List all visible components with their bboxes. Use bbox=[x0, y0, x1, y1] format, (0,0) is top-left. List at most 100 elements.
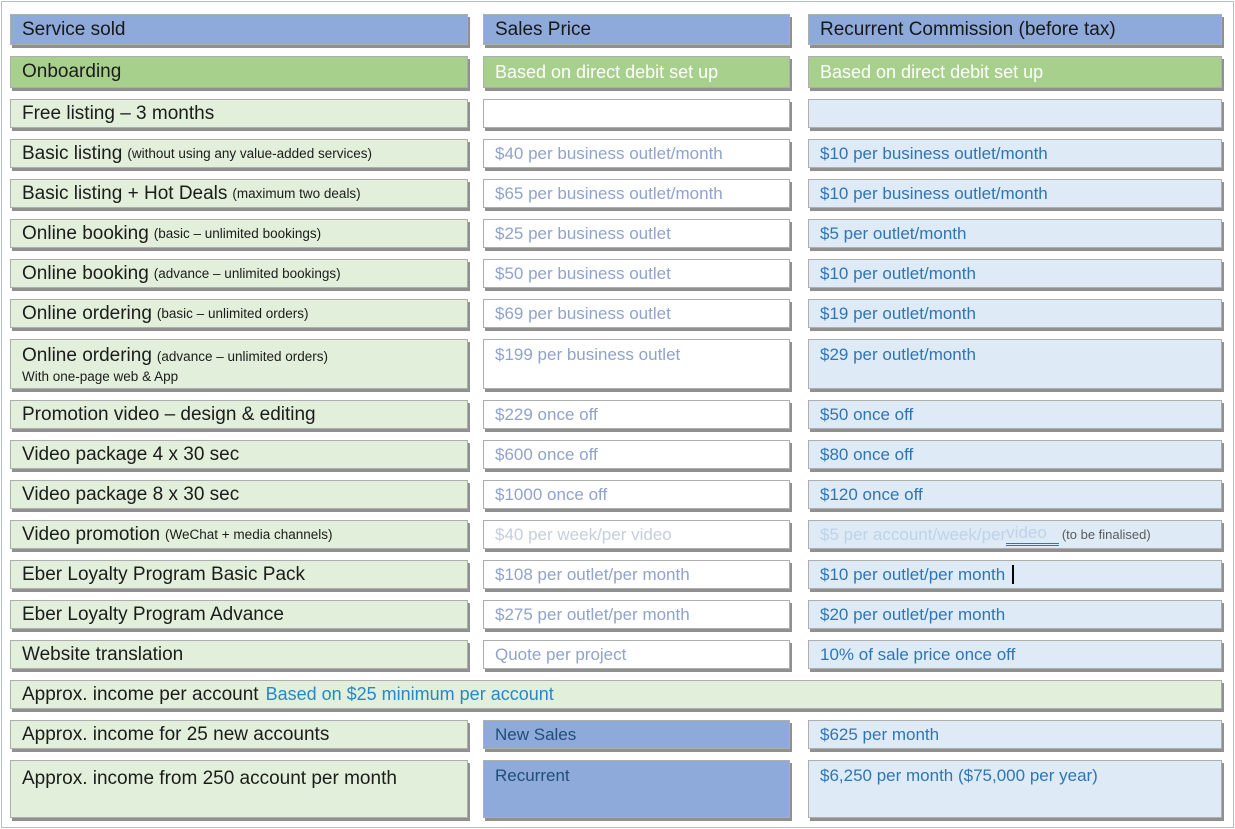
commission-cell[interactable]: $10 per outlet/month bbox=[808, 259, 1222, 288]
sales-price-cell[interactable]: $40 per week/per video bbox=[483, 520, 790, 549]
service-name: Basic listing + Hot Deals bbox=[22, 182, 228, 204]
service-name: Free listing – 3 months bbox=[22, 102, 215, 124]
table-row: Promotion video – design & editing $229 … bbox=[10, 400, 1235, 429]
commission-value: $5 per account/week/per bbox=[820, 524, 1007, 544]
sales-price-cell[interactable]: $25 per business outlet bbox=[483, 219, 790, 248]
pricing-table: Service sold Sales Price Recurrent Commi… bbox=[10, 14, 1235, 829]
table-row: Online booking (advance – unlimited booki… bbox=[10, 259, 1235, 288]
sales-price-cell[interactable]: $275 per outlet/per month bbox=[483, 600, 790, 629]
sales-price-cell[interactable] bbox=[483, 99, 790, 128]
sales-price-cell[interactable]: $229 once off bbox=[483, 400, 790, 429]
service-cell[interactable]: Online ordering (basic – unlimited orders… bbox=[10, 299, 468, 328]
price-value: $40 per business outlet/month bbox=[495, 143, 723, 163]
service-cell[interactable]: Eber Loyalty Program Basic Pack bbox=[10, 560, 468, 589]
commission-value: $10 per outlet/month bbox=[820, 263, 976, 283]
summary-label-cell[interactable]: Approx. income from 250 account per mont… bbox=[10, 760, 468, 818]
price-value: $275 per outlet/per month bbox=[495, 604, 690, 624]
commission-cell[interactable]: $10 per business outlet/month bbox=[808, 139, 1222, 168]
summary-category-cell[interactable]: Recurrent bbox=[483, 760, 790, 818]
sales-price-cell[interactable]: $199 per business outlet bbox=[483, 339, 790, 389]
header-commission-label: Recurrent Commission (before tax) bbox=[820, 18, 1116, 40]
service-note: (maximum two deals) bbox=[232, 186, 361, 201]
commission-cell[interactable]: $19 per outlet/month bbox=[808, 299, 1222, 328]
price-value: Quote per project bbox=[495, 644, 627, 664]
sales-price-cell[interactable]: $600 once off bbox=[483, 440, 790, 469]
service-cell[interactable]: Website translation bbox=[10, 640, 468, 669]
service-note: (basic – unlimited bookings) bbox=[153, 226, 322, 241]
commission-value: $5 per outlet/month bbox=[820, 223, 967, 243]
price-value: $25 per business outlet bbox=[495, 223, 671, 243]
service-name: Online ordering bbox=[22, 344, 152, 366]
commission-cell[interactable]: $5 per outlet/month bbox=[808, 219, 1222, 248]
sales-price-cell[interactable]: $108 per outlet/per month bbox=[483, 560, 790, 589]
sales-price-cell[interactable]: $40 per business outlet/month bbox=[483, 139, 790, 168]
commission-value: 10% of sale price once off bbox=[820, 644, 1016, 664]
commission-cell[interactable]: $5 per account/week/per video (to be fina… bbox=[808, 520, 1222, 549]
service-cell[interactable]: Free listing – 3 months bbox=[10, 99, 468, 128]
service-cell[interactable]: Online booking (advance – unlimited booki… bbox=[10, 259, 468, 288]
service-cell[interactable]: Online booking (basic – unlimited booking… bbox=[10, 219, 468, 248]
service-cell[interactable]: Basic listing (without using any value-ad… bbox=[10, 139, 468, 168]
service-cell[interactable]: Promotion video – design & editing bbox=[10, 400, 468, 429]
service-cell[interactable]: Video package 4 x 30 sec bbox=[10, 440, 468, 469]
price-value: $600 once off bbox=[495, 444, 598, 464]
commission-cell[interactable]: $80 once off bbox=[808, 440, 1222, 469]
service-cell[interactable]: Video promotion (WeChat + media channels) bbox=[10, 520, 468, 549]
commission-value: $120 once off bbox=[820, 484, 923, 504]
table-header-row: Service sold Sales Price Recurrent Commi… bbox=[10, 14, 1235, 45]
sales-price-cell[interactable]: $69 per business outlet bbox=[483, 299, 790, 328]
commission-cell[interactable]: $50 once off bbox=[808, 400, 1222, 429]
table-row: Basic listing + Hot Deals (maximum two de… bbox=[10, 179, 1235, 208]
price-value: $65 per business outlet/month bbox=[495, 183, 723, 203]
price-value: $108 per outlet/per month bbox=[495, 564, 690, 584]
commission-cell[interactable]: $120 once off bbox=[808, 480, 1222, 509]
table-row: Online ordering (basic – unlimited orders… bbox=[10, 299, 1235, 328]
summary-value-cell[interactable]: $6,250 per month ($75,000 per year) bbox=[808, 760, 1222, 818]
service-cell[interactable]: Eber Loyalty Program Advance bbox=[10, 600, 468, 629]
summary-value-cell[interactable]: $625 per month bbox=[808, 720, 1222, 749]
income-per-account-cell[interactable]: Approx. income per account Based on $25 … bbox=[10, 680, 1222, 709]
summary-category: Recurrent bbox=[495, 766, 570, 785]
commission-underlined-word: video bbox=[1006, 523, 1059, 546]
sales-price-cell[interactable]: Based on direct debit set up bbox=[483, 56, 790, 88]
table-row: Video package 8 x 30 sec $1000 once off … bbox=[10, 480, 1235, 509]
price-value: $1000 once off bbox=[495, 484, 608, 504]
commission-note: (to be finalised) bbox=[1061, 527, 1151, 542]
service-cell[interactable]: Online ordering (advance – unlimited orde… bbox=[10, 339, 468, 389]
sales-price-cell[interactable]: $50 per business outlet bbox=[483, 259, 790, 288]
commission-cell[interactable]: $10 per outlet/per month bbox=[808, 560, 1222, 589]
sales-price-cell[interactable]: Quote per project bbox=[483, 640, 790, 669]
sales-price-cell[interactable]: $65 per business outlet/month bbox=[483, 179, 790, 208]
commission-cell[interactable] bbox=[808, 99, 1222, 128]
price-value: $69 per business outlet bbox=[495, 303, 671, 323]
commission-value: $10 per business outlet/month bbox=[820, 183, 1048, 203]
commission-cell[interactable]: $10 per business outlet/month bbox=[808, 179, 1222, 208]
price-value: $50 per business outlet bbox=[495, 263, 671, 283]
service-subline: With one-page web & App bbox=[22, 368, 179, 384]
service-cell[interactable]: Onboarding bbox=[10, 56, 468, 88]
summary-category-cell[interactable]: New Sales bbox=[483, 720, 790, 749]
price-value: Based on direct debit set up bbox=[495, 61, 719, 82]
table-row: Video package 4 x 30 sec $600 once off $… bbox=[10, 440, 1235, 469]
commission-cell[interactable]: 10% of sale price once off bbox=[808, 640, 1222, 669]
commission-cell[interactable]: Based on direct debit set up bbox=[808, 56, 1222, 88]
commission-value: $50 once off bbox=[820, 404, 914, 424]
header-price-label: Sales Price bbox=[495, 18, 592, 40]
summary-label-cell[interactable]: Approx. income for 25 new accounts bbox=[10, 720, 468, 749]
table-row: Website translation Quote per project 10… bbox=[10, 640, 1235, 669]
sales-price-cell[interactable]: $1000 once off bbox=[483, 480, 790, 509]
header-recurrent-commission[interactable]: Recurrent Commission (before tax) bbox=[808, 14, 1222, 45]
header-sales-price[interactable]: Sales Price bbox=[483, 14, 790, 45]
header-service-sold[interactable]: Service sold bbox=[10, 14, 468, 45]
service-cell[interactable]: Basic listing + Hot Deals (maximum two de… bbox=[10, 179, 468, 208]
commission-value: $19 per outlet/month bbox=[820, 303, 976, 323]
service-name: Video promotion bbox=[22, 523, 161, 545]
commission-cell[interactable]: $20 per outlet/per month bbox=[808, 600, 1222, 629]
service-name: Onboarding bbox=[22, 61, 122, 82]
price-value: $40 per week/per video bbox=[495, 524, 672, 544]
service-name: Eber Loyalty Program Basic Pack bbox=[22, 563, 306, 585]
commission-cell[interactable]: $29 per outlet/month bbox=[808, 339, 1222, 389]
service-cell[interactable]: Video package 8 x 30 sec bbox=[10, 480, 468, 509]
onboarding-row: Onboarding Based on direct debit set up … bbox=[10, 56, 1235, 88]
commission-value: $20 per outlet/per month bbox=[820, 604, 1006, 624]
